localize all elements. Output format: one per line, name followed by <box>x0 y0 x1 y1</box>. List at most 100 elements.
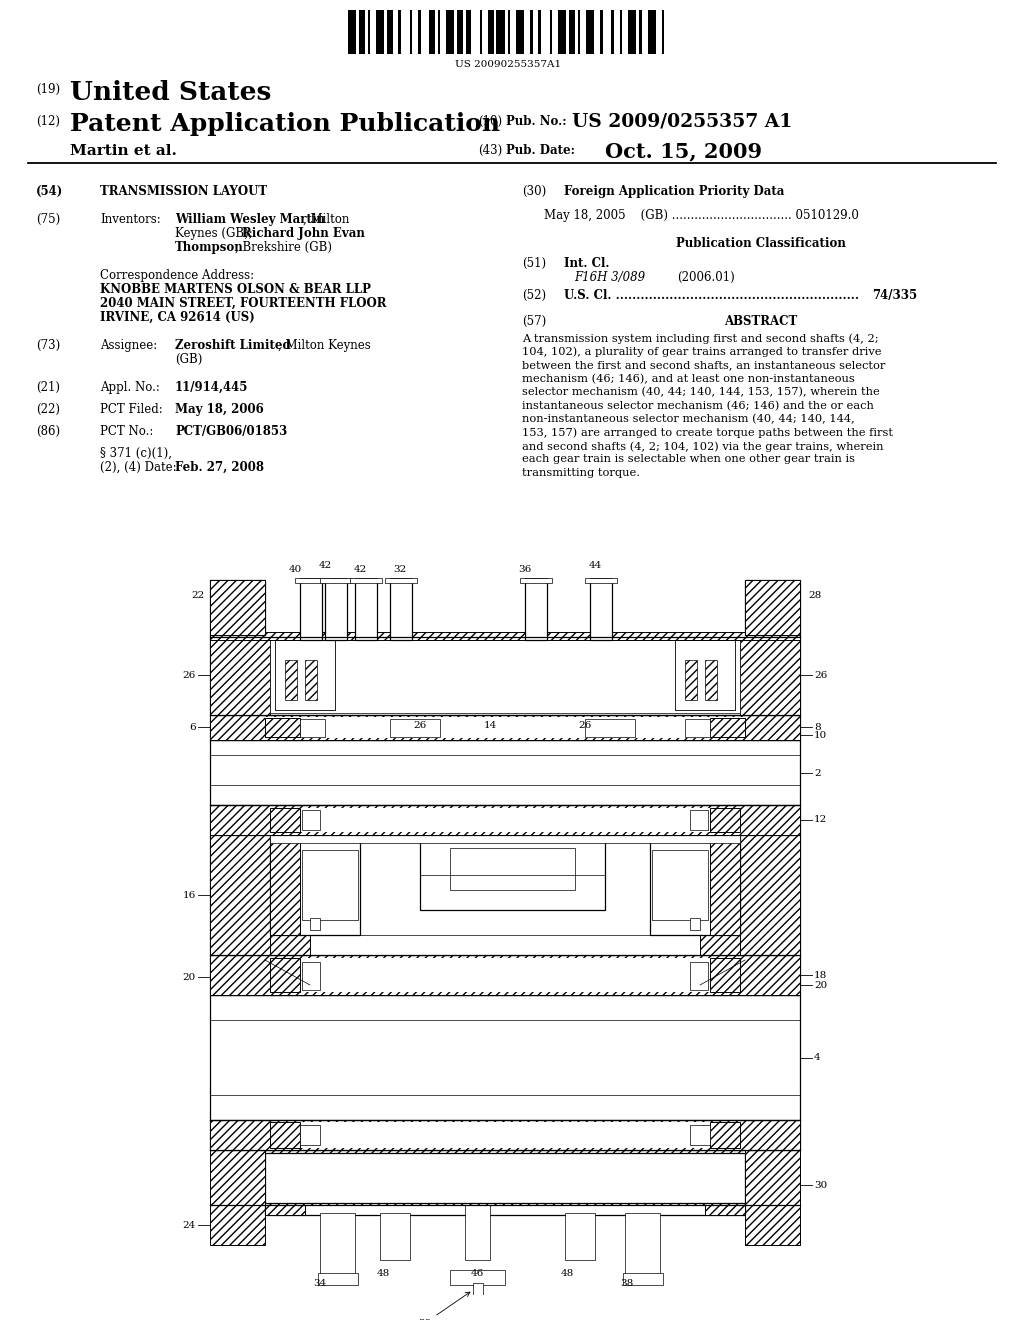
Text: May 18, 2005    (GB) ................................ 0510129.0: May 18, 2005 (GB) ......................… <box>544 209 859 222</box>
Bar <box>270 836 360 935</box>
Text: (52): (52) <box>522 289 546 302</box>
Bar <box>218 1155 792 1200</box>
Bar <box>210 715 800 741</box>
Bar <box>275 640 335 710</box>
Text: (30): (30) <box>522 185 546 198</box>
Bar <box>210 1119 800 1150</box>
Text: 30: 30 <box>814 1180 827 1189</box>
Text: (21): (21) <box>36 381 60 393</box>
Bar <box>319 1213 355 1275</box>
Text: United States: United States <box>70 81 271 106</box>
Text: 153, 157) are arranged to create torque paths between the first: 153, 157) are arranged to create torque … <box>522 428 893 438</box>
Text: Correspondence Address:: Correspondence Address: <box>100 269 254 282</box>
Text: 74/335: 74/335 <box>872 289 918 302</box>
Bar <box>745 1150 800 1205</box>
Text: 12: 12 <box>814 816 827 825</box>
Bar <box>390 578 412 640</box>
Text: (GB): (GB) <box>175 352 203 366</box>
Bar <box>488 11 494 54</box>
Text: instantaneous selector mechanism (46; 146) and the or each: instantaneous selector mechanism (46; 14… <box>522 400 873 411</box>
Bar <box>429 11 435 54</box>
Bar <box>210 632 800 640</box>
Text: selector mechanism (40, 44; 140, 144, 153, 157), wherein the: selector mechanism (40, 44; 140, 144, 15… <box>522 387 880 397</box>
Bar <box>318 1272 358 1284</box>
Bar <box>710 958 740 993</box>
Bar <box>310 917 319 931</box>
Bar <box>600 11 603 54</box>
Text: 16: 16 <box>182 891 196 899</box>
Bar <box>473 1283 483 1295</box>
Text: (57): (57) <box>522 315 546 327</box>
Text: and second shafts (4, 2; 104, 102) via the gear trains, wherein: and second shafts (4, 2; 104, 102) via t… <box>522 441 884 451</box>
Text: 42: 42 <box>318 561 332 569</box>
Text: (73): (73) <box>36 339 60 352</box>
Text: Pub. Date:: Pub. Date: <box>506 144 575 157</box>
Text: (75): (75) <box>36 213 60 226</box>
Text: 38: 38 <box>621 1279 634 1287</box>
Bar <box>586 11 594 54</box>
Text: non-instantaneous selector mechanism (40, 44; 140, 144,: non-instantaneous selector mechanism (40… <box>522 414 855 424</box>
Bar <box>437 11 440 54</box>
Bar <box>675 640 735 710</box>
Bar <box>355 578 377 640</box>
Text: 36: 36 <box>518 565 531 574</box>
Bar <box>625 1213 660 1275</box>
Text: 40: 40 <box>289 565 302 574</box>
Bar <box>270 935 310 954</box>
Bar <box>457 11 463 54</box>
Bar <box>270 808 740 832</box>
Bar <box>210 579 265 635</box>
Bar <box>740 635 800 715</box>
Text: 2040 MAIN STREET, FOURTEENTH FLOOR: 2040 MAIN STREET, FOURTEENTH FLOOR <box>100 297 386 310</box>
Bar <box>530 11 532 54</box>
Bar <box>578 11 581 54</box>
Bar <box>210 1150 265 1205</box>
Text: , Milton: , Milton <box>303 213 349 226</box>
Bar <box>705 1200 745 1214</box>
Bar <box>685 719 710 737</box>
Text: 26: 26 <box>414 721 427 730</box>
Text: 4: 4 <box>814 1053 820 1063</box>
Text: Thompson: Thompson <box>175 242 244 253</box>
Bar <box>525 578 547 640</box>
Bar <box>652 850 708 920</box>
Bar <box>265 1200 745 1214</box>
Text: each gear train is selectable when one other gear train is: each gear train is selectable when one o… <box>522 454 855 465</box>
Bar <box>450 1270 505 1284</box>
Bar <box>611 11 614 54</box>
Bar <box>210 1119 800 1150</box>
Text: 26: 26 <box>814 671 827 680</box>
Bar <box>466 11 471 54</box>
Bar <box>690 810 708 830</box>
Text: IRVINE, CA 92614 (US): IRVINE, CA 92614 (US) <box>100 312 255 323</box>
Bar <box>685 660 697 700</box>
Bar <box>380 1213 410 1261</box>
Text: (54): (54) <box>36 185 63 198</box>
Bar <box>295 578 327 583</box>
Text: William Wesley Martin: William Wesley Martin <box>175 213 325 226</box>
Text: (2006.01): (2006.01) <box>677 271 735 284</box>
Text: 28: 28 <box>808 590 821 599</box>
Bar <box>350 578 382 583</box>
Bar <box>585 719 635 737</box>
Text: F16H 3/089: F16H 3/089 <box>574 271 645 284</box>
Text: US 2009/0255357 A1: US 2009/0255357 A1 <box>572 112 793 129</box>
Bar <box>275 640 335 710</box>
Text: 32: 32 <box>393 565 407 574</box>
Text: (43): (43) <box>478 144 502 157</box>
Text: 18: 18 <box>814 970 827 979</box>
Text: , Milton Keynes: , Milton Keynes <box>278 339 371 352</box>
Bar <box>710 836 740 935</box>
Text: Patent Application Publication: Patent Application Publication <box>70 112 500 136</box>
Text: 104, 102), a plurality of gear trains arranged to transfer drive: 104, 102), a plurality of gear trains ar… <box>522 346 882 358</box>
Bar <box>565 1213 595 1261</box>
Bar <box>710 1122 740 1148</box>
Text: Martin et al.: Martin et al. <box>70 144 177 158</box>
Bar <box>690 1125 710 1144</box>
Bar <box>210 635 270 715</box>
Text: Publication Classification: Publication Classification <box>676 238 846 249</box>
Bar <box>479 11 482 54</box>
Bar <box>516 11 524 54</box>
Bar <box>539 11 542 54</box>
Text: 22: 22 <box>191 590 205 599</box>
